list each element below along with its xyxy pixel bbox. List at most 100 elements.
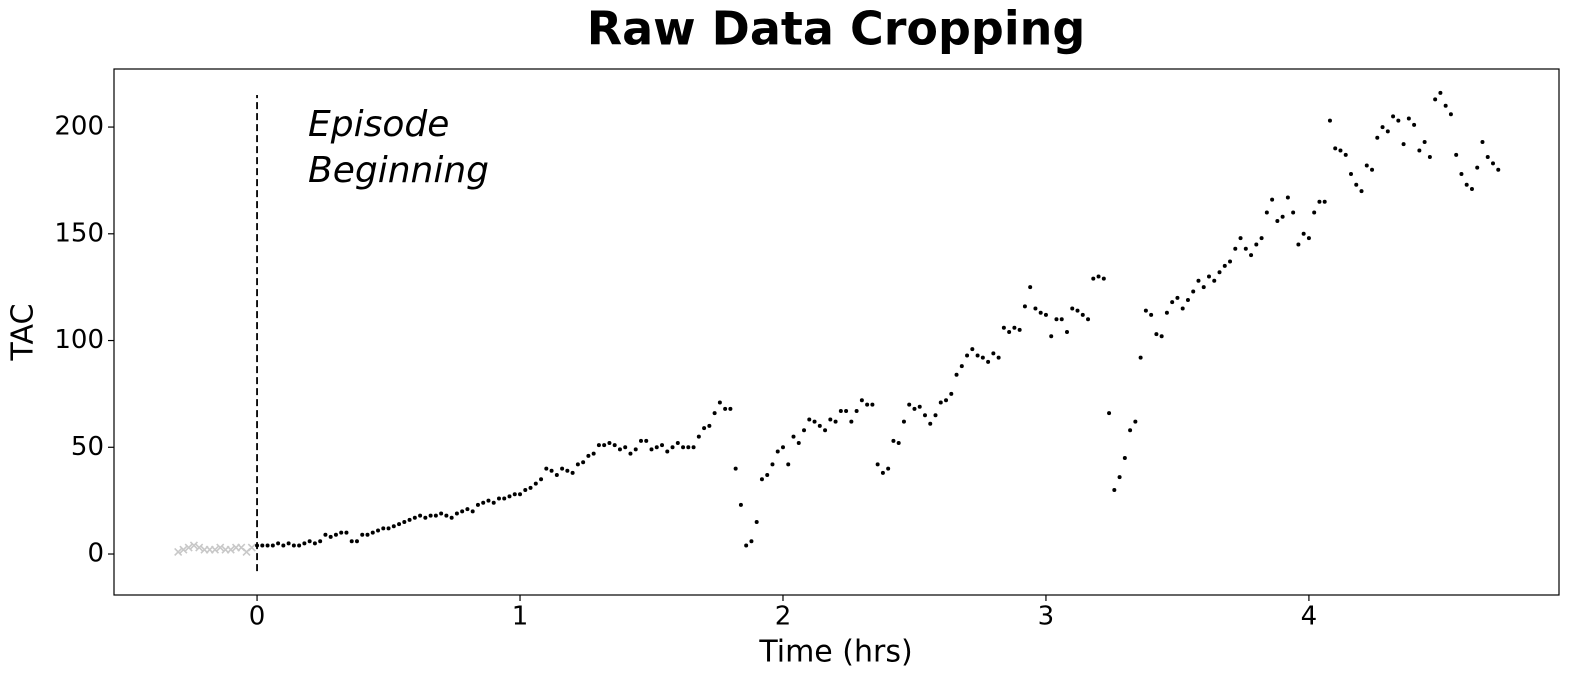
data-point — [744, 543, 749, 548]
data-point — [1396, 118, 1401, 123]
data-point — [1075, 308, 1080, 313]
data-point — [738, 502, 743, 507]
data-point — [944, 398, 949, 403]
data-point — [1064, 330, 1069, 334]
data-point — [702, 426, 707, 431]
data-point — [444, 513, 449, 518]
data-point — [449, 515, 454, 520]
data-point — [1038, 310, 1043, 315]
data-point — [502, 496, 507, 501]
data-point — [1101, 276, 1106, 281]
data-point — [1280, 214, 1285, 219]
data-point — [775, 449, 780, 454]
x-tick-label: 2 — [775, 602, 792, 632]
data-point — [318, 539, 323, 544]
cropped-point — [226, 545, 235, 554]
data-point — [549, 468, 554, 473]
data-point — [1291, 210, 1296, 215]
data-point — [565, 468, 570, 473]
data-point — [617, 447, 622, 452]
data-point — [917, 404, 922, 409]
data-point — [1333, 146, 1338, 151]
data-point — [786, 462, 791, 467]
data-point — [554, 473, 559, 478]
data-point — [397, 522, 402, 527]
data-point — [633, 447, 638, 452]
data-point — [281, 543, 286, 548]
data-point — [1385, 129, 1390, 134]
data-point — [1254, 242, 1259, 247]
data-point — [612, 443, 617, 448]
data-point — [759, 477, 764, 482]
data-point — [297, 543, 302, 548]
data-point — [1112, 487, 1117, 492]
data-point — [623, 445, 628, 450]
data-point — [1275, 218, 1280, 223]
data-point — [1028, 285, 1033, 290]
data-point — [312, 541, 317, 546]
data-point — [1433, 97, 1438, 102]
data-point — [965, 353, 970, 358]
x-tick-label: 4 — [1301, 602, 1318, 632]
y-tick-label: 200 — [54, 112, 104, 142]
data-point — [870, 402, 875, 407]
data-point — [581, 460, 586, 465]
data-point — [1469, 186, 1474, 191]
data-point — [1128, 428, 1133, 433]
data-point — [1422, 140, 1427, 145]
data-point — [391, 524, 396, 529]
data-point — [1301, 231, 1306, 236]
data-point — [1480, 140, 1485, 145]
data-point — [412, 515, 417, 520]
cropped-point — [195, 543, 204, 552]
data-point — [1490, 161, 1495, 166]
data-point — [912, 406, 917, 411]
data-point — [996, 355, 1001, 360]
data-point — [1496, 167, 1501, 172]
data-point — [807, 417, 812, 422]
data-point — [838, 408, 843, 413]
data-point — [1133, 419, 1138, 424]
data-point — [1448, 112, 1453, 117]
data-point — [544, 466, 549, 471]
data-point — [1343, 152, 1348, 157]
data-point — [596, 443, 601, 448]
data-point — [1296, 242, 1301, 247]
data-point — [328, 534, 333, 539]
data-point — [602, 443, 607, 448]
data-point — [1443, 103, 1448, 108]
data-point — [365, 532, 370, 537]
data-point — [686, 445, 691, 450]
x-axis-label: Time (hrs) — [758, 635, 912, 670]
data-point — [475, 502, 480, 507]
data-point — [707, 423, 712, 428]
data-point — [1233, 246, 1238, 251]
data-point — [528, 485, 533, 490]
data-point — [1217, 270, 1222, 275]
data-point — [1375, 135, 1380, 140]
data-point — [875, 462, 880, 467]
data-point — [954, 372, 959, 377]
data-point — [1185, 297, 1190, 302]
data-point — [670, 445, 675, 450]
data-point — [828, 417, 833, 422]
data-point — [986, 359, 991, 364]
data-point — [1417, 148, 1422, 153]
data-point — [1091, 276, 1096, 281]
data-point — [1170, 300, 1175, 305]
data-point — [780, 445, 785, 450]
data-point — [270, 543, 275, 548]
data-point — [628, 451, 633, 456]
data-point — [1312, 210, 1317, 215]
data-point — [1285, 195, 1290, 200]
data-point — [928, 421, 933, 426]
data-point — [922, 413, 927, 418]
data-point — [1370, 167, 1375, 172]
data-point — [644, 438, 649, 443]
data-point — [723, 406, 728, 411]
data-point — [1196, 278, 1201, 283]
data-point — [1117, 475, 1122, 480]
data-point — [980, 355, 985, 360]
data-point — [991, 351, 996, 356]
data-point — [1338, 148, 1343, 153]
